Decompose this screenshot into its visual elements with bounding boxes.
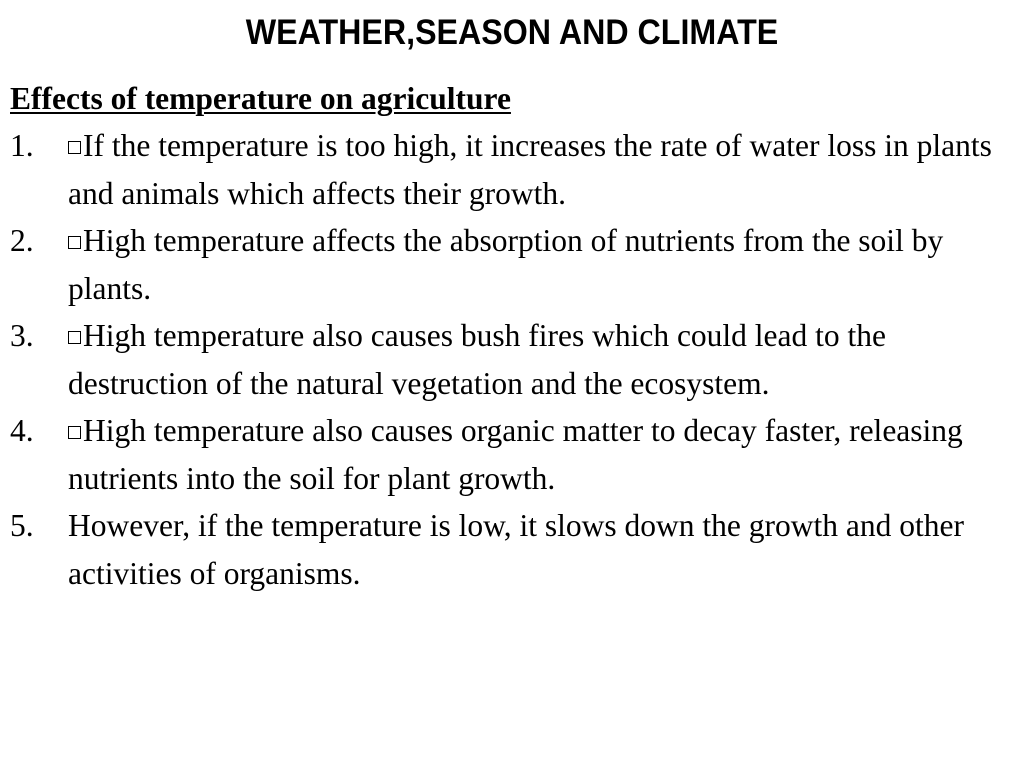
square-box-icon [68, 426, 81, 439]
list-item: 5. However, if the temperature is low, it… [10, 502, 1020, 597]
list-item-text: If the temperature is too high, it incre… [68, 128, 992, 211]
list-item-number: 5. [10, 508, 34, 543]
list-item-number: 2. [10, 223, 34, 258]
square-box-icon [68, 141, 81, 154]
effects-list: 1. If the temperature is too high, it inc… [10, 122, 1020, 597]
slide-content: Effects of temperature on agriculture 1.… [10, 76, 1020, 597]
square-box-icon [68, 236, 81, 249]
list-item-number: 1. [10, 128, 34, 163]
list-item: 4. High temperature also causes organic m… [10, 407, 1020, 502]
list-item-text: However, if the temperature is low, it s… [68, 508, 964, 591]
section-heading: Effects of temperature on agriculture [10, 81, 511, 116]
square-box-icon [68, 331, 81, 344]
list-item: 3. High temperature also causes bush fire… [10, 312, 1020, 407]
list-item-text: High temperature also causes organic mat… [68, 413, 963, 496]
list-item-number: 4. [10, 413, 34, 448]
slide-title: WEATHER,SEASON AND CLIMATE [245, 13, 779, 52]
list-item: 2. High temperature affects the absorptio… [10, 217, 1020, 312]
list-item-text: High temperature affects the absorption … [68, 223, 944, 306]
list-item: 1. If the temperature is too high, it inc… [10, 122, 1020, 217]
list-item-number: 3. [10, 318, 34, 353]
list-item-text: High temperature also causes bush fires … [68, 318, 887, 401]
